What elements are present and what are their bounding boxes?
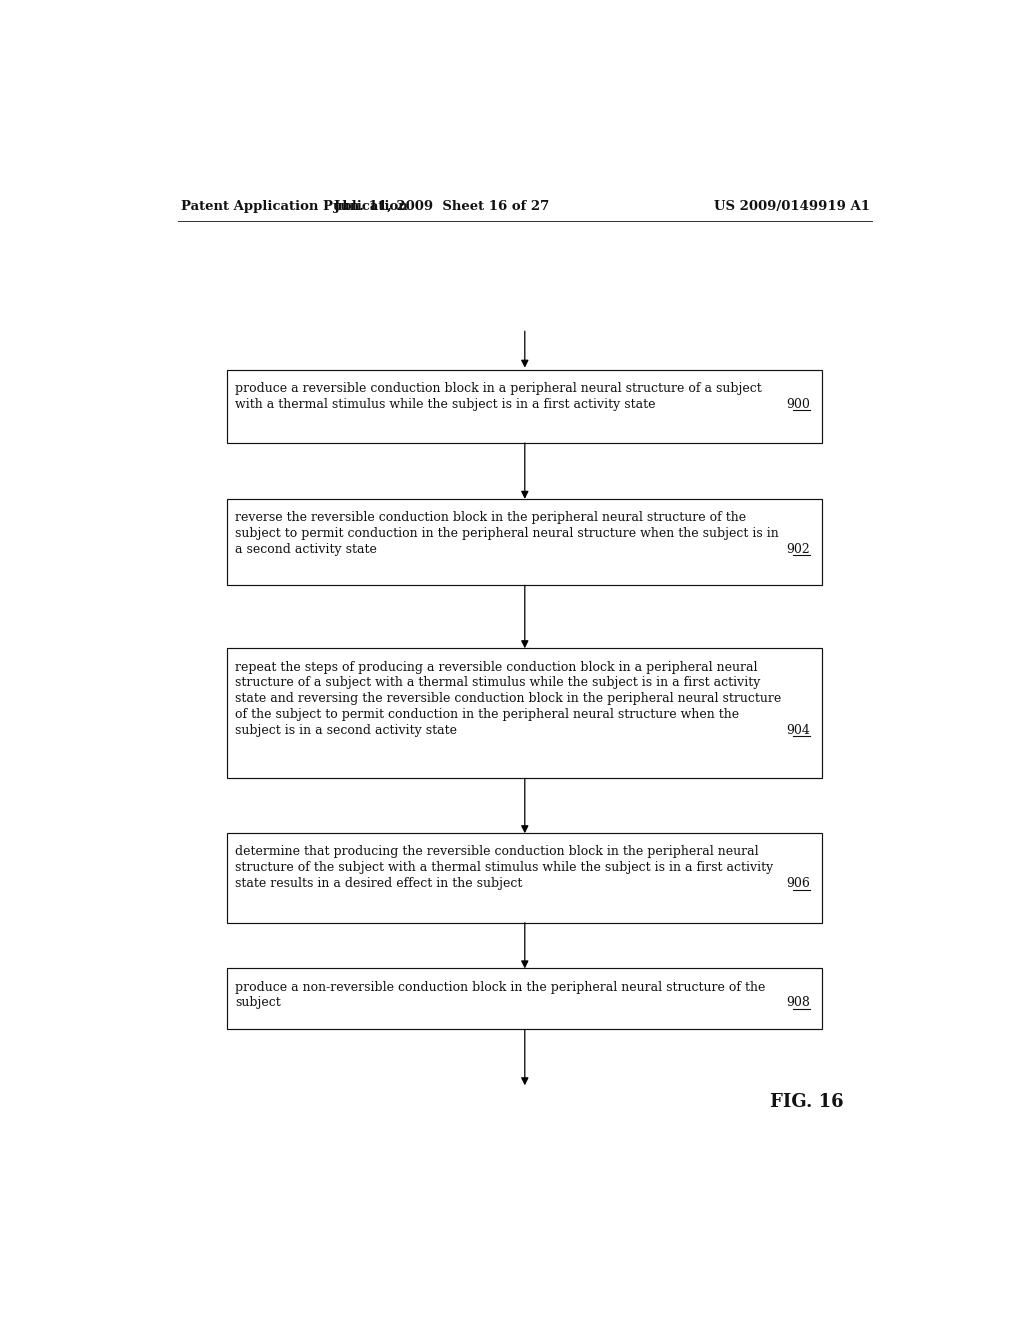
Bar [227, 833, 822, 923]
Text: reverse the reversible conduction block in the peripheral neural structure of th: reverse the reversible conduction block … [236, 511, 746, 524]
Text: structure of a subject with a thermal stimulus while the subject is in a first a: structure of a subject with a thermal st… [236, 676, 761, 689]
Text: state and reversing the reversible conduction block in the peripheral neural str: state and reversing the reversible condu… [236, 692, 781, 705]
Text: FIG. 16: FIG. 16 [770, 1093, 844, 1110]
Text: produce a non-reversible conduction block in the peripheral neural structure of : produce a non-reversible conduction bloc… [236, 981, 766, 994]
Bar [227, 648, 822, 779]
Bar [227, 499, 822, 585]
Text: structure of the subject with a thermal stimulus while the subject is in a first: structure of the subject with a thermal … [236, 861, 773, 874]
Text: 906: 906 [786, 876, 811, 890]
Text: state results in a desired effect in the subject: state results in a desired effect in the… [236, 876, 522, 890]
Bar [227, 969, 822, 1030]
Text: 902: 902 [786, 543, 811, 556]
Text: subject is in a second activity state: subject is in a second activity state [236, 723, 457, 737]
Text: US 2009/0149919 A1: US 2009/0149919 A1 [714, 199, 870, 213]
Text: with a thermal stimulus while the subject is in a first activity state: with a thermal stimulus while the subjec… [236, 397, 655, 411]
Text: 900: 900 [786, 397, 811, 411]
Bar [227, 370, 822, 444]
Text: determine that producing the reversible conduction block in the peripheral neura: determine that producing the reversible … [236, 846, 759, 858]
Text: produce a reversible conduction block in a peripheral neural structure of a subj: produce a reversible conduction block in… [236, 381, 762, 395]
Text: 908: 908 [786, 997, 811, 1010]
Text: a second activity state: a second activity state [236, 543, 377, 556]
Text: subject to permit conduction in the peripheral neural structure when the subject: subject to permit conduction in the peri… [236, 527, 779, 540]
Text: subject: subject [236, 997, 281, 1010]
Text: 904: 904 [786, 723, 811, 737]
Text: Jun. 11, 2009  Sheet 16 of 27: Jun. 11, 2009 Sheet 16 of 27 [334, 199, 549, 213]
Text: repeat the steps of producing a reversible conduction block in a peripheral neur: repeat the steps of producing a reversib… [236, 660, 758, 673]
Text: of the subject to permit conduction in the peripheral neural structure when the: of the subject to permit conduction in t… [236, 708, 739, 721]
Text: Patent Application Publication: Patent Application Publication [181, 199, 408, 213]
